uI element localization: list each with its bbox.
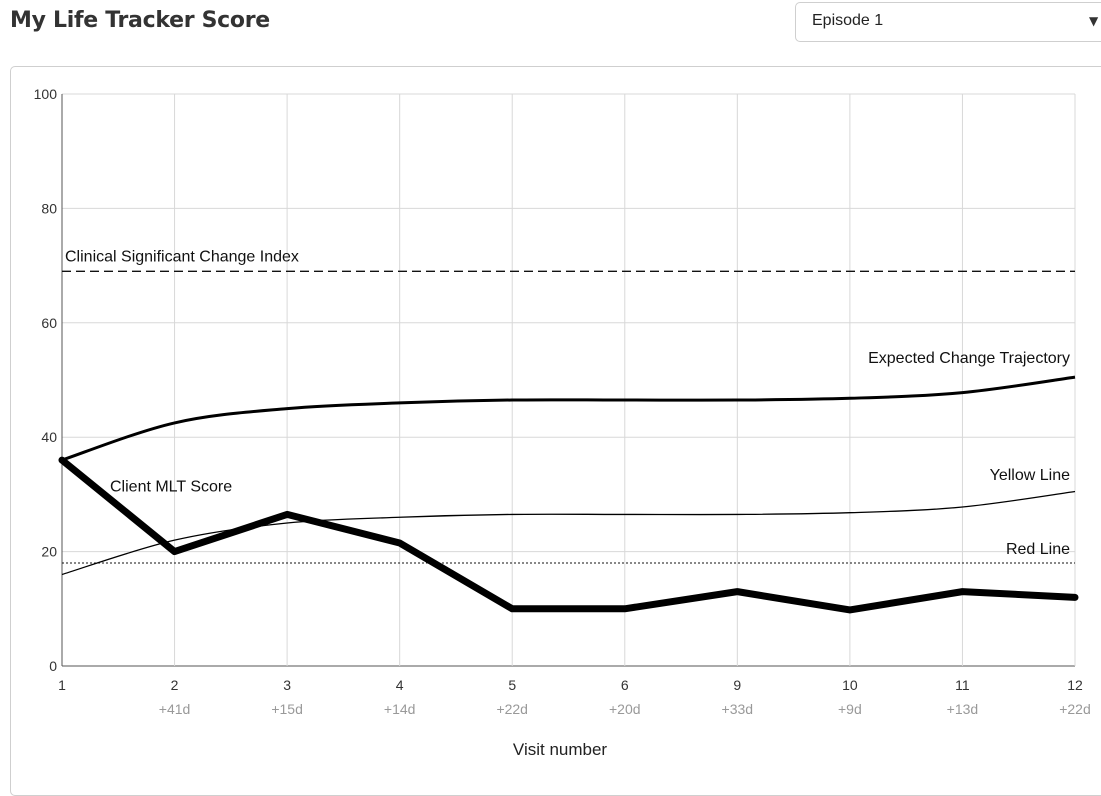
y-tick-label: 100 (34, 86, 58, 102)
episode-select-value: Episode 1 (812, 12, 884, 29)
y-tick-label: 80 (41, 200, 57, 216)
chart-grid (61, 93, 1076, 667)
x-tick-label: 9 (733, 677, 741, 693)
series-lines (58, 375, 1079, 614)
x-tick-label: 12 (1067, 677, 1083, 693)
x-tick-label: 4 (396, 677, 404, 693)
x-tick-interval: +22d (496, 701, 528, 717)
series-line-client-mlt-score (58, 456, 1079, 614)
chevron-down-icon: ▼ (1089, 14, 1099, 28)
x-tick-interval: +20d (609, 701, 641, 717)
x-tick-interval: +14d (384, 701, 416, 717)
page-title: My Life Tracker Score (10, 8, 270, 33)
y-tick-label: 20 (41, 544, 57, 560)
label-red-line: Red Line (1006, 541, 1070, 558)
x-tick-label: 10 (842, 677, 858, 693)
y-tick-label: 40 (41, 429, 57, 445)
x-tick-interval: +41d (159, 701, 191, 717)
x-tick-label: 5 (508, 677, 516, 693)
reference-lines (62, 270, 1075, 564)
x-axis-ticks: 1 2+41d3+15d4+14d5+22d6+20d9+33d10+9d11+1… (58, 677, 1091, 717)
x-tick-interval: +9d (838, 701, 862, 717)
series-labels: Clinical Significant Change Index Red Lin… (65, 248, 1070, 558)
series-line-expected-change-trajectory (61, 375, 1076, 462)
x-axis-title: Visit number (513, 740, 608, 759)
x-tick-interval: +22d (1059, 701, 1091, 717)
series-line-yellow-line (61, 490, 1076, 576)
label-expected-change-trajectory: Expected Change Trajectory (868, 350, 1070, 367)
x-tick-label: 11 (955, 677, 970, 693)
y-axis-ticks: 0 20 40 60 80 100 (34, 86, 58, 674)
x-tick-interval: +33d (722, 701, 754, 717)
label-client-mlt-score: Client MLT Score (110, 479, 232, 496)
x-tick-label: 6 (621, 677, 629, 693)
x-tick-label: 1 (58, 677, 66, 693)
x-tick-label: 3 (283, 677, 291, 693)
y-tick-label: 0 (49, 658, 57, 674)
x-tick-label: 2 (171, 677, 179, 693)
label-yellow-line: Yellow Line (990, 467, 1070, 484)
label-clinical-significant-change-index: Clinical Significant Change Index (65, 248, 299, 265)
y-tick-label: 60 (41, 315, 57, 331)
episode-select[interactable]: Episode 1 ▼ (795, 2, 1101, 42)
x-tick-interval: +15d (271, 701, 303, 717)
x-tick-interval: +13d (947, 701, 979, 717)
